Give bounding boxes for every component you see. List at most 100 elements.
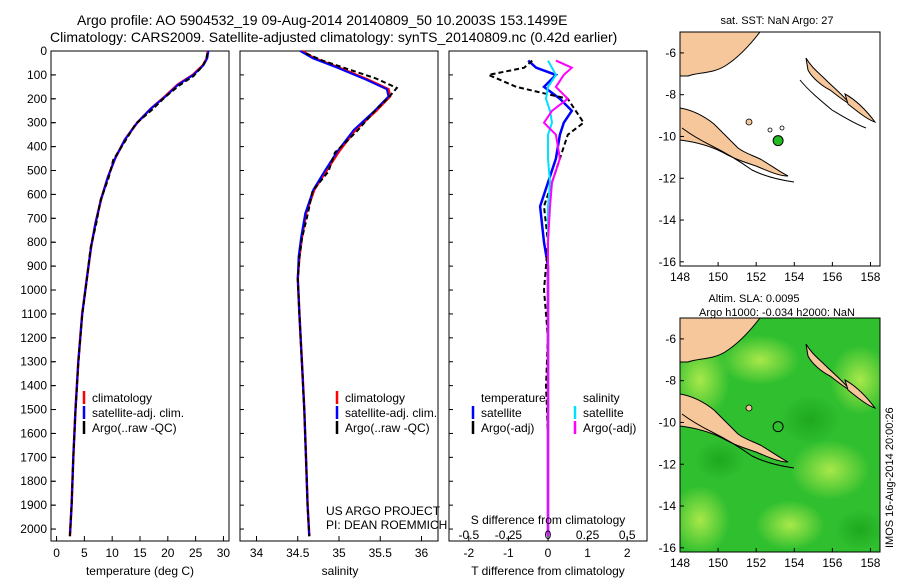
difference-plot: -2 -1 0 1 2 -0.5 -0.25 0 0.25 0.5 (449, 50, 636, 560)
series-line-satellite-adj-clim- (296, 50, 390, 537)
map-y-tick-label: -6 (665, 332, 676, 346)
islet (745, 118, 753, 126)
map-x-tick-label: 158 (860, 556, 880, 570)
sla-map-frame (679, 317, 881, 553)
depth-tick-label: 1800 (20, 474, 47, 488)
reef-contour-2 (799, 79, 867, 129)
map-y-tick-label: -6 (665, 46, 676, 60)
series-line-s-argo-adj- (542, 59, 574, 537)
difference-legend: temperature salinity satellite Argo(-adj… (471, 391, 636, 435)
map-x-tick-label: 152 (746, 556, 766, 570)
depth-tick-label: 300 (27, 116, 47, 130)
s-difference-xlabel: S difference from climatology (471, 513, 626, 527)
map-y-tick-label: -16 (659, 255, 677, 269)
imos-timestamp: IMOS 16-Aug-2014 20:00:26 (884, 407, 896, 548)
depth-tick-label: 0 (40, 44, 47, 58)
map-y-tick-label: -12 (659, 171, 677, 185)
legend-label-t-satellite: satellite (481, 406, 522, 420)
solomon-island-land-2 (844, 92, 877, 123)
project-line1: US ARGO PROJECT (326, 504, 441, 518)
x-tick-label: 5 (81, 546, 88, 560)
header-line2: Climatology: CARS2009. Satellite-adjuste… (50, 29, 617, 45)
x-tick-label: 30 (217, 546, 231, 560)
depth-tick-label: 1900 (20, 498, 47, 512)
legend-label-satellite: satellite-adj. clim. (92, 406, 184, 420)
sla-map-axes: 148 150 152 154 156 158 -6 -8 -10 -12 -14 -16 (659, 332, 881, 570)
x-tick-label: 0 (545, 546, 552, 560)
solomon-island-land-2 (844, 378, 877, 409)
depth-tick-label: 1400 (20, 379, 47, 393)
salinity-legend: climatology satellite-adj. clim. Argo(..… (335, 391, 437, 435)
temperature-panel-frame (50, 50, 230, 542)
depth-tick-label: 1000 (20, 283, 47, 297)
temperature-legend: climatology satellite-adj. clim. Argo(..… (82, 391, 184, 435)
map-x-tick-label: 150 (708, 556, 728, 570)
map-x-tick-label: 156 (822, 270, 842, 284)
project-line2: PI: DEAN ROEMMICH (326, 518, 447, 532)
argo-float-marker (772, 135, 784, 147)
series-line-climatology (68, 50, 210, 537)
depth-tick-label: 1600 (20, 426, 47, 440)
sla-patch (835, 510, 880, 550)
sst-map-coastline (680, 32, 877, 183)
sst-map-title: sat. SST: NaN Argo: 27 (720, 15, 833, 27)
depth-tick-label: 500 (27, 164, 47, 178)
map-x-tick-label: 148 (670, 270, 690, 284)
legend-label-s-satellite: satellite (583, 406, 624, 420)
x-tick-label: 2 (624, 546, 631, 560)
s-diff-tick-label: -0.25 (495, 528, 523, 542)
x-tick-label: 34.5 (286, 546, 310, 560)
salinity-xlabel: salinity (322, 564, 359, 578)
sla-patch (790, 440, 870, 500)
depth-tick-label: 1100 (21, 307, 47, 321)
depth-tick-label: 1200 (20, 331, 47, 345)
map-y-tick-label: -10 (659, 129, 677, 143)
islet (767, 127, 773, 133)
map-x-tick-label: 150 (708, 270, 728, 284)
depth-tick-label: 1700 (20, 450, 47, 464)
x-tick-label: 35 (332, 546, 346, 560)
s-diff-tick-label: 0 (545, 528, 552, 542)
temperature-plot: 0 5 10 15 20 25 30 (51, 50, 231, 560)
map-y-tick-label: -16 (659, 541, 677, 555)
map-x-tick-label: 148 (670, 556, 690, 570)
series-line-t-argo-adj- (485, 59, 585, 537)
depth-tick-label: 700 (27, 211, 47, 225)
legend-header-temperature: temperature (481, 391, 546, 405)
depth-tick-label: 100 (27, 68, 47, 82)
sla-field (680, 318, 880, 552)
header-line1: Argo profile: AO 5904532_19 09-Aug-2014 … (77, 12, 567, 28)
papua-land (680, 393, 789, 463)
sla-map-title-2: Argo h1000: -0.034 h2000: NaN (699, 307, 855, 319)
sst-map-axes: 148 150 152 154 156 158 -6 -8 -10 -12 -14 -16 (659, 46, 881, 284)
depth-tick-label: 900 (27, 259, 47, 273)
map-y-tick-label: -8 (665, 88, 676, 102)
map-x-tick-label: 158 (860, 270, 880, 284)
islet (745, 404, 753, 412)
map-y-tick-label: -12 (659, 457, 677, 471)
legend-label-satellite: satellite-adj. clim. (345, 406, 437, 420)
map-y-tick-label: -14 (659, 213, 677, 227)
legend-header-salinity: salinity (583, 391, 620, 405)
legend-label-climatology: climatology (345, 391, 405, 405)
depth-tick-label: 800 (27, 235, 47, 249)
x-tick-label: -2 (463, 546, 474, 560)
x-tick-label: 36 (415, 546, 429, 560)
sla-patch (695, 440, 745, 480)
islet (779, 125, 785, 131)
legend-label-t-argo: Argo(-adj) (481, 421, 534, 435)
series-line-t-satellite (527, 59, 574, 537)
salinity-plot: 34 34.5 35 35.5 36 (240, 49, 429, 560)
map-y-tick-label: -10 (659, 415, 677, 429)
map-y-tick-label: -8 (665, 374, 676, 388)
reef-contour (681, 127, 795, 183)
x-tick-label: 15 (133, 546, 147, 560)
legend-label-argo: Argo(..raw -QC) (345, 421, 430, 435)
depth-tick-label: 600 (27, 187, 47, 201)
depth-tick-label: 200 (27, 92, 47, 106)
series-line-argo-raw-qc- (296, 52, 399, 537)
sla-patch (720, 335, 800, 385)
x-tick-label: 35.5 (369, 546, 393, 560)
new-britain-land (680, 318, 761, 363)
